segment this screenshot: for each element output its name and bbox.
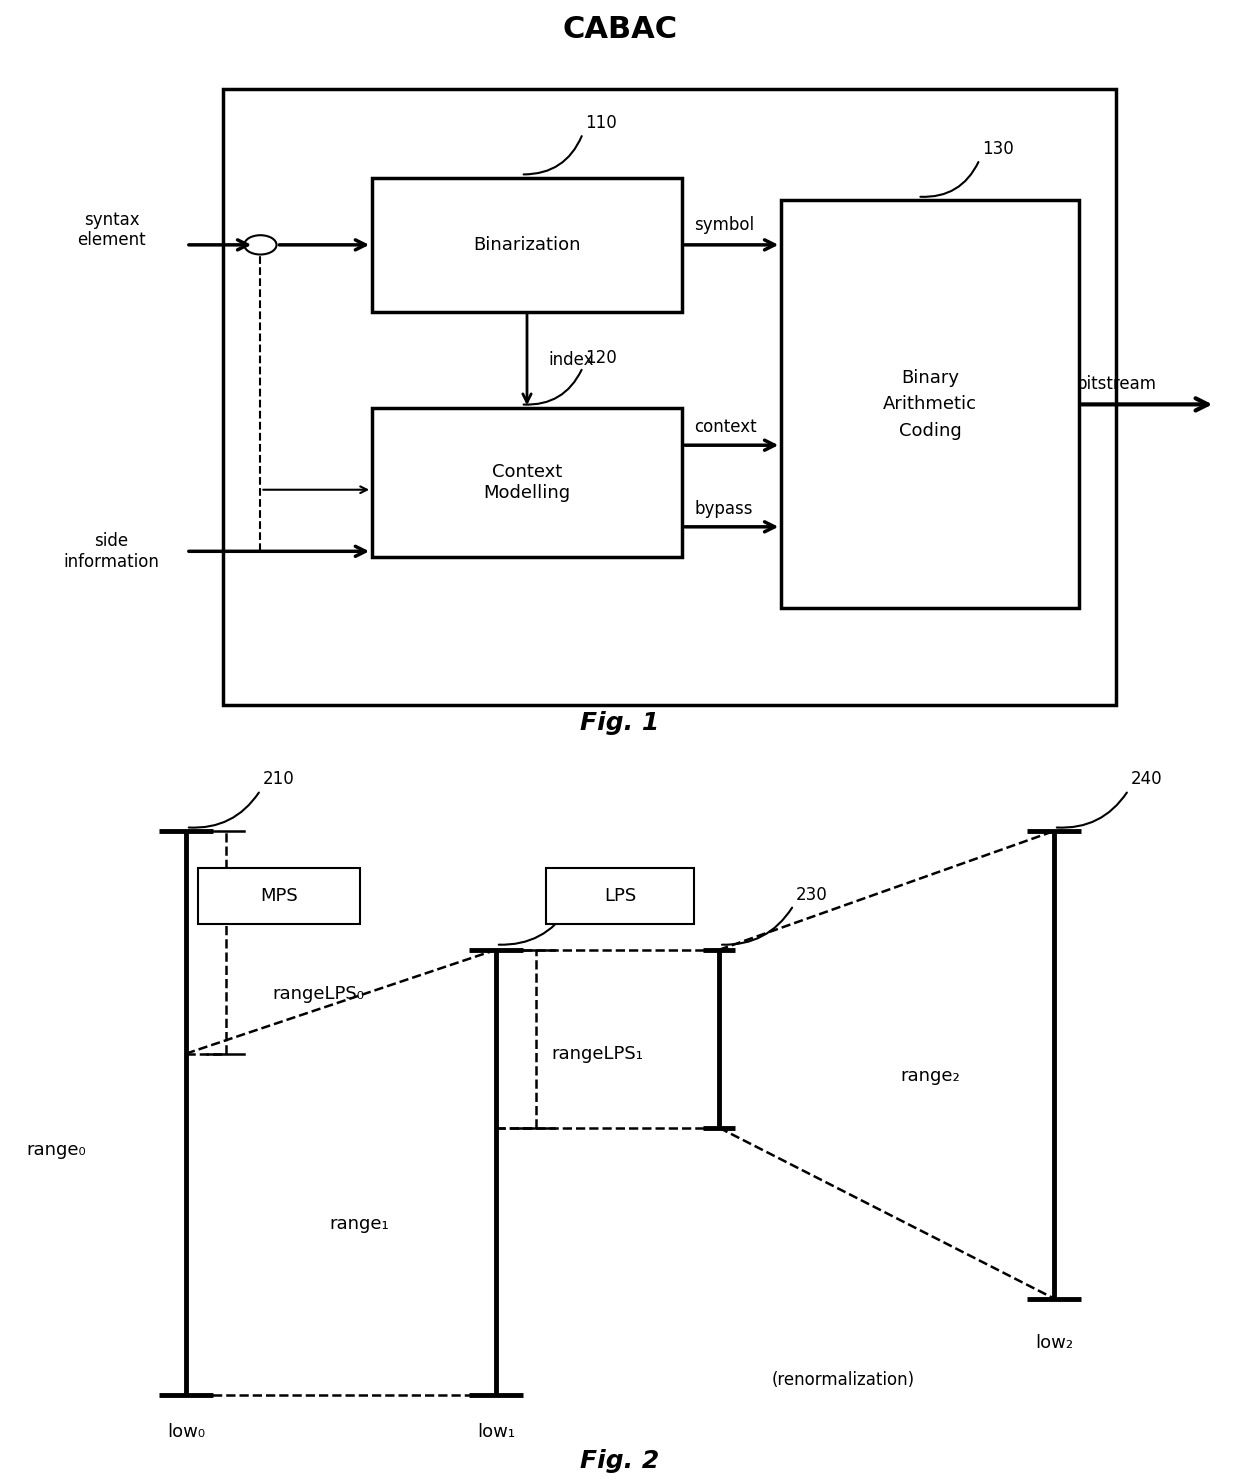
Text: CABAC: CABAC: [563, 15, 677, 45]
Text: Fig. 1: Fig. 1: [580, 711, 660, 735]
Text: bypass: bypass: [694, 500, 753, 518]
Bar: [223, 89, 1116, 705]
Text: symbol: symbol: [694, 215, 754, 233]
Bar: [372, 408, 682, 556]
Text: index: index: [548, 350, 594, 370]
Text: LPS: LPS: [604, 886, 636, 905]
Text: context: context: [694, 418, 758, 436]
Text: rangeLPS₁: rangeLPS₁: [552, 1045, 644, 1063]
FancyBboxPatch shape: [198, 868, 360, 923]
Text: low₂: low₂: [1035, 1334, 1073, 1352]
Text: 110: 110: [585, 114, 618, 132]
Text: (renormalization): (renormalization): [771, 1371, 915, 1389]
Bar: [781, 200, 1079, 608]
Text: 210: 210: [263, 770, 295, 788]
FancyBboxPatch shape: [546, 868, 694, 923]
Text: bitstream: bitstream: [1076, 375, 1156, 393]
Text: 130: 130: [982, 139, 1014, 157]
Text: Fig. 2: Fig. 2: [580, 1448, 660, 1472]
Text: rangeLPS₀: rangeLPS₀: [273, 985, 365, 1003]
Text: side
information: side information: [63, 531, 160, 571]
Text: syntax
element: syntax element: [77, 211, 146, 249]
Text: 120: 120: [585, 349, 618, 367]
Text: 220: 220: [573, 886, 605, 904]
Bar: [372, 178, 682, 312]
Text: low₁: low₁: [477, 1423, 515, 1441]
Text: MPS: MPS: [260, 886, 298, 905]
Text: range₁: range₁: [330, 1215, 389, 1233]
Text: low₀: low₀: [167, 1423, 205, 1441]
Text: range₀: range₀: [26, 1141, 86, 1159]
Text: Binary
Arithmetic
Coding: Binary Arithmetic Coding: [883, 370, 977, 439]
Text: range₂: range₂: [900, 1067, 960, 1085]
Text: 240: 240: [1131, 770, 1163, 788]
Text: 230: 230: [796, 886, 828, 904]
Text: Binarization: Binarization: [474, 236, 580, 254]
Text: Context
Modelling: Context Modelling: [484, 463, 570, 502]
